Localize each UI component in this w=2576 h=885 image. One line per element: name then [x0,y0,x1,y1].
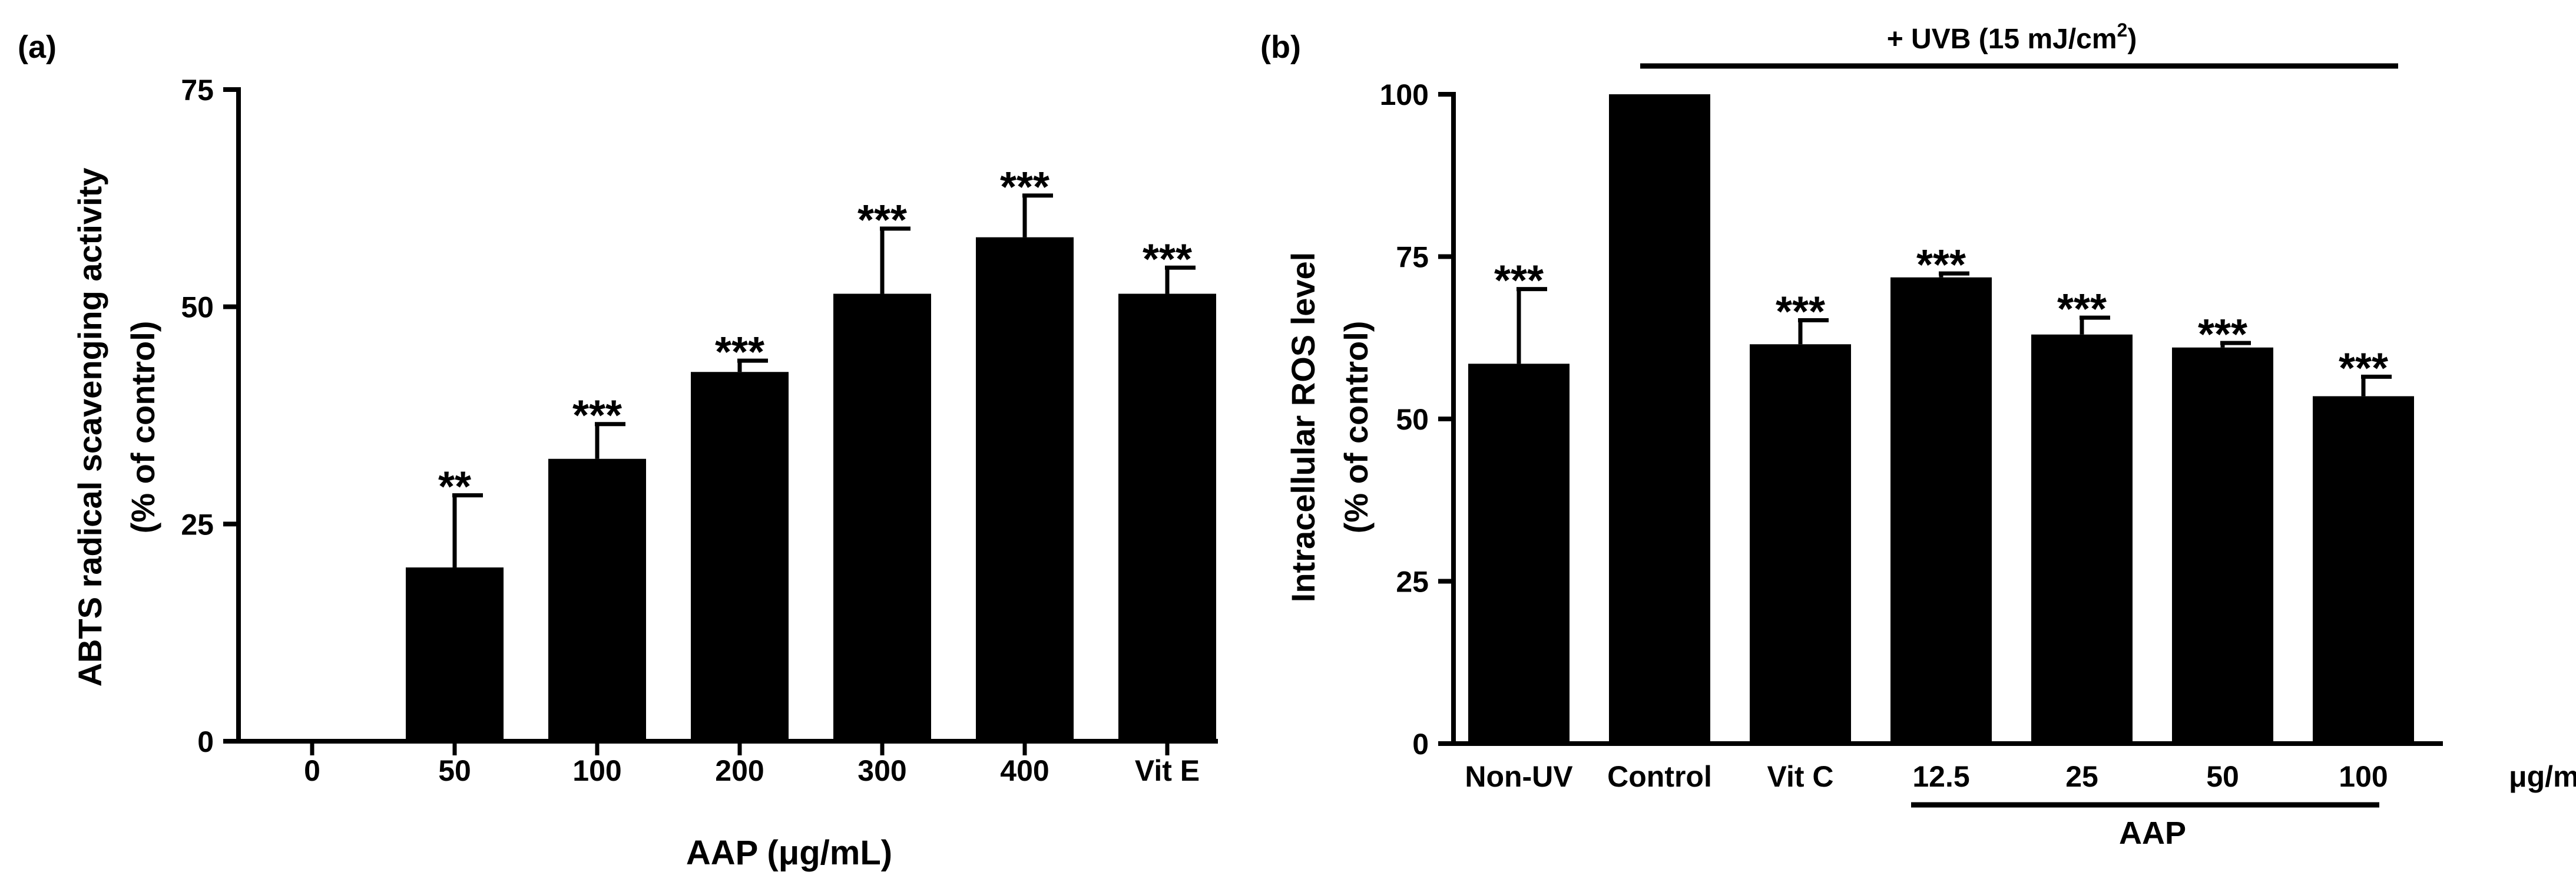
unit-label: μg/mL [2509,760,2576,793]
panel-a-axes [223,87,1218,755]
bar-non-uv [1468,364,1570,744]
uvb-treatment-label: + UVB (15 mJ/cm2) [1887,19,2137,55]
significance-label: *** [715,329,764,376]
x-tick-label: 100 [2339,760,2388,793]
bar-12.5 [1890,277,1992,744]
panel-b-y-axis-label-line2: (% of control) [1337,321,1375,534]
panel-b-significance-labels: *** *** *** *** *** *** [1494,242,2388,392]
bar-100 [2313,396,2414,744]
x-tick-label: 100 [572,754,621,787]
panel-a-y-axis-label-line2: (% of control) [124,321,161,534]
error-bar [2361,374,2392,397]
y-tick-label: 25 [1396,566,1429,599]
y-tick-label: 50 [181,291,214,324]
error-bar [1165,265,1196,294]
y-tick-label: 0 [1412,728,1429,761]
significance-label: *** [572,392,622,440]
error-bar [737,358,768,372]
x-tick-label: Control [1607,760,1712,793]
bar-300 [833,293,931,742]
significance-label: *** [1776,288,1825,335]
x-tick-label: 12.5 [1912,760,1969,793]
panel-b-error-bars [1517,271,2392,397]
x-tick-label: Vit C [1767,760,1834,793]
x-tick-label: Non-UV [1465,760,1573,793]
panel-a-x-axis-label: AAP (μg/mL) [686,834,892,872]
panel-b-y-tick-labels: 0 25 50 75 100 [1380,78,1429,761]
x-tick-label: 200 [715,754,764,787]
panel-b-label: (b) [1260,29,1301,65]
error-bar [1022,193,1053,237]
y-tick-label: 75 [181,74,214,107]
aap-group-label: AAP [2119,815,2186,851]
x-tick-label: 25 [2065,760,2098,793]
significance-label: *** [1494,257,1544,305]
significance-label: *** [1000,164,1049,211]
error-bar [1517,287,1547,364]
significance-label: *** [1916,242,1966,289]
panel-b-bars [1468,94,2414,744]
x-tick-label: 50 [438,754,471,787]
bar-100 [548,458,646,741]
uvb-label-superscript: 2 [2117,19,2128,41]
panel-a-error-bars [452,193,1196,568]
x-tick-label: 50 [2206,760,2239,793]
panel-a-y-tick-labels: 0 25 50 75 [181,74,214,758]
panel-a-significance-labels: ***************** [438,164,1192,511]
panel-a-bars [406,237,1216,742]
bar-50 [2172,347,2273,744]
bar-200 [691,372,789,741]
y-tick-label: 0 [197,725,214,758]
uvb-label-suffix: ) [2127,24,2137,55]
panel-a-x-tick-labels: 0 50 100 200 300 400 Vit E [304,754,1200,787]
x-tick-label: Vit E [1135,754,1200,787]
panel-b-chart: (b) + UVB (15 mJ/cm2) ******************… [1260,19,2576,851]
error-bar [1939,271,1969,278]
error-bar [452,493,483,568]
panel-a-label: (a) [18,29,57,65]
bar-400 [976,237,1074,741]
bar-50 [406,567,504,741]
significance-label: *** [2339,345,2388,392]
x-tick-label: 300 [857,754,906,787]
error-bar [595,422,625,459]
significance-label: *** [1143,236,1192,283]
y-tick-label: 75 [1396,241,1429,274]
bar-vit-c [1750,344,1851,744]
error-bar [880,226,910,294]
significance-label: ** [438,464,471,511]
error-bar [2220,341,2251,348]
y-tick-label: 100 [1380,78,1429,111]
panel-b-y-axis-label-line1: Intracellular ROS level [1284,252,1322,602]
panel-b-axes [1438,92,2443,746]
significance-label: *** [857,197,907,244]
significance-label: *** [2198,311,2247,358]
bar-25 [2031,334,2133,744]
y-tick-label: 50 [1396,403,1429,436]
uvb-label-prefix: + UVB (15 mJ/cm [1887,24,2117,55]
error-bar [1798,318,1829,345]
panel-a-y-axis-label-line1: ABTS radical scavenging activity [71,168,108,687]
bar-vit-e [1118,293,1216,742]
significance-label: *** [2057,286,2107,333]
bar-control [1609,94,1710,744]
panel-b-x-tick-labels: Non-UV Control Vit C 12.5 25 50 100 [1465,760,2388,793]
y-tick-label: 25 [181,508,214,541]
x-tick-label: 400 [1000,754,1049,787]
x-tick-label: 0 [304,754,320,787]
error-bar [2080,315,2110,335]
